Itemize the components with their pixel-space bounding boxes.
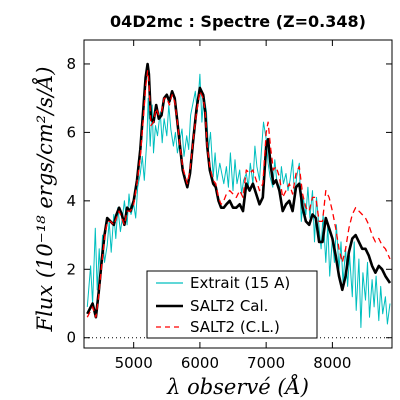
series-line-2: [86, 70, 391, 318]
y-tick-label: 2: [66, 260, 76, 278]
x-tick-label: 7000: [247, 354, 285, 372]
y-tick-label: 8: [66, 55, 76, 73]
axis-ticks-group: 5000 6000 7000 8000 0 2 4 6 8: [66, 40, 392, 372]
legend-label-salt2-cl: SALT2 (C.L.): [190, 318, 280, 336]
x-tick-label: 6000: [181, 354, 219, 372]
x-axis-label: λ observé (Å): [166, 374, 309, 399]
plot-series-group: [86, 62, 392, 328]
chart-title: 04D2mc : Spectre (Z=0.348): [110, 12, 366, 31]
legend-label-salt2-cal: SALT2 Cal.: [190, 297, 268, 315]
legend-label-extrait: Extrait (15 A): [190, 274, 290, 292]
y-tick-label: 6: [66, 123, 76, 141]
x-tick-label: 8000: [313, 354, 351, 372]
legend: Extrait (15 A) SALT2 Cal. SALT2 (C.L.): [146, 270, 318, 339]
plot-frame: [83, 39, 393, 349]
series-line-1: [86, 62, 392, 319]
y-tick-label: 0: [66, 329, 76, 347]
y-axis-label: Flux (10⁻¹⁸ ergs/cm²/s/Å): [32, 67, 57, 333]
y-tick-label: 4: [66, 192, 76, 210]
x-tick-label: 5000: [115, 354, 153, 372]
